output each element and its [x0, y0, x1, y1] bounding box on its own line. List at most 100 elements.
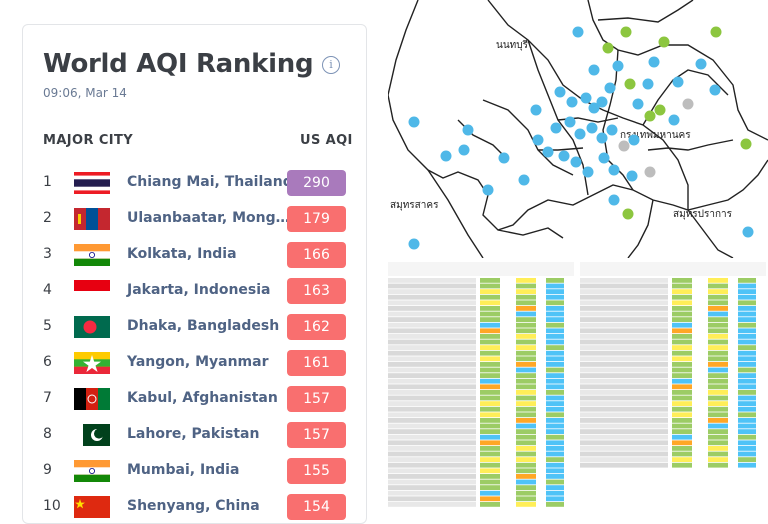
map-station-marker[interactable] — [695, 58, 707, 70]
table-value-cell — [516, 350, 536, 356]
city-name[interactable]: Jakarta, Indonesia — [127, 282, 271, 298]
map-station-marker[interactable] — [626, 170, 638, 182]
map-station-marker[interactable] — [586, 122, 598, 134]
map-station-marker[interactable] — [530, 104, 542, 116]
city-name[interactable]: Dhaka, Bangladesh — [127, 318, 280, 334]
india-flag-icon — [74, 244, 110, 266]
city-name[interactable]: Yangon, Myanmar — [127, 354, 269, 370]
map-station-marker[interactable] — [580, 92, 592, 104]
map-station-marker[interactable] — [608, 164, 620, 176]
map-station-marker[interactable] — [742, 226, 754, 238]
map-station-marker[interactable] — [602, 42, 614, 54]
table-value-cell — [738, 451, 756, 457]
map-station-marker[interactable] — [570, 156, 582, 168]
city-name[interactable]: Kolkata, India — [127, 246, 237, 262]
ranking-row[interactable]: 6 Yangon, Myanmar 161 — [23, 350, 368, 376]
city-name[interactable]: Kabul, Afghanistan — [127, 390, 278, 406]
map-station-marker[interactable] — [408, 116, 420, 128]
map-station-marker[interactable] — [672, 76, 684, 88]
map-station-marker[interactable] — [532, 134, 544, 146]
table-value-cell — [672, 362, 692, 367]
map-station-marker[interactable] — [740, 138, 752, 150]
table-value-cell — [516, 395, 536, 401]
table-value-cell — [546, 317, 564, 322]
table-value-cell — [516, 418, 536, 423]
ranking-row[interactable]: 1 Chiang Mai, Thailand 290 — [23, 170, 368, 196]
map-station-marker[interactable] — [604, 82, 616, 94]
map-station-marker[interactable] — [710, 26, 722, 38]
info-icon[interactable]: i — [322, 56, 340, 74]
map-station-marker[interactable] — [554, 86, 566, 98]
mongolia-flag-icon — [74, 208, 110, 230]
table-station-cell — [388, 362, 476, 367]
table-value-cell — [672, 334, 692, 339]
table-value-cell — [480, 373, 500, 378]
map-station-marker[interactable] — [574, 128, 586, 140]
rank-number: 8 — [43, 426, 52, 442]
city-name[interactable]: Mumbai, India — [127, 462, 240, 478]
map-station-marker[interactable] — [542, 146, 554, 158]
map-station-marker[interactable] — [440, 150, 452, 162]
map-station-marker[interactable] — [462, 124, 474, 136]
table-value-cell — [516, 390, 536, 395]
map-station-marker[interactable] — [618, 140, 630, 152]
map-station-marker[interactable] — [588, 64, 600, 76]
city-name[interactable]: Chiang Mai, Thailand — [127, 174, 293, 190]
table-value-cell — [708, 322, 728, 328]
map-station-marker[interactable] — [709, 84, 721, 96]
aqi-badge: 162 — [287, 314, 346, 340]
map-station-marker[interactable] — [572, 26, 584, 38]
map-station-marker[interactable] — [582, 166, 594, 178]
map-station-marker[interactable] — [564, 116, 576, 128]
map-station-marker[interactable] — [596, 96, 608, 108]
table-value-cell — [480, 350, 500, 356]
map-station-marker[interactable] — [458, 144, 470, 156]
map-station-marker[interactable] — [606, 124, 618, 136]
table-value-cell — [546, 457, 564, 462]
ranking-row[interactable]: 9 Mumbai, India 155 — [23, 458, 368, 484]
map-station-marker[interactable] — [642, 78, 654, 90]
map-station-marker[interactable] — [628, 134, 640, 146]
ranking-row[interactable]: 3 Kolkata, India 166 — [23, 242, 368, 268]
map-station-marker[interactable] — [558, 150, 570, 162]
table-value-cell — [480, 289, 500, 294]
table-value-cell — [672, 395, 692, 401]
map-station-marker[interactable] — [648, 56, 660, 68]
map-station-marker[interactable] — [624, 78, 636, 90]
city-name[interactable]: Ulaanbaatar, Mong… — [127, 210, 290, 226]
ranking-row[interactable]: 4 Jakarta, Indonesia 163 — [23, 278, 368, 304]
map-station-marker[interactable] — [658, 36, 670, 48]
map-station-marker[interactable] — [644, 166, 656, 178]
ranking-row[interactable]: 2 Ulaanbaatar, Mong… 179 — [23, 206, 368, 232]
map-station-marker[interactable] — [566, 96, 578, 108]
map-station-marker[interactable] — [608, 194, 620, 206]
map-station-marker[interactable] — [482, 184, 494, 196]
map-station-marker[interactable] — [408, 238, 420, 250]
world-aqi-ranking-card: World AQI Ranking 09:06, Mar 14 i MAJOR … — [22, 24, 367, 524]
map-station-marker[interactable] — [550, 122, 562, 134]
map-station-marker[interactable] — [612, 60, 624, 72]
aqi-badge: 155 — [287, 458, 346, 484]
map-label-nonthaburi: นนทบุรี — [496, 39, 529, 51]
ranking-row[interactable]: 5 Dhaka, Bangladesh 162 — [23, 314, 368, 340]
ranking-row[interactable]: 7 Kabul, Afghanistan 157 — [23, 386, 368, 412]
map-station-marker[interactable] — [644, 110, 656, 122]
city-name[interactable]: Lahore, Pakistan — [127, 426, 260, 442]
map-station-marker[interactable] — [622, 208, 634, 220]
map-station-marker[interactable] — [632, 98, 644, 110]
table-value-cell — [480, 311, 500, 317]
map-station-marker[interactable] — [518, 174, 530, 186]
ranking-row[interactable]: 8 Lahore, Pakistan 157 — [23, 422, 368, 448]
map-station-marker[interactable] — [498, 152, 510, 164]
map-station-marker[interactable] — [588, 102, 600, 114]
map-station-marker[interactable] — [668, 114, 680, 126]
ranking-row[interactable]: 10 Shenyang, China 154 — [23, 494, 368, 520]
table-station-cell — [580, 378, 668, 384]
map-station-marker[interactable] — [596, 132, 608, 144]
map-station-marker[interactable] — [620, 26, 632, 38]
map-station-marker[interactable] — [682, 98, 694, 110]
city-name[interactable]: Shenyang, China — [127, 498, 260, 514]
table-value-cell — [708, 278, 728, 283]
map-station-marker[interactable] — [598, 152, 610, 164]
map-station-marker[interactable] — [654, 104, 666, 116]
